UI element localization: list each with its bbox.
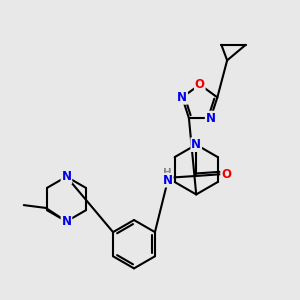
Text: N: N: [61, 215, 71, 228]
Text: N: N: [177, 91, 187, 104]
Text: O: O: [195, 78, 205, 91]
Text: N: N: [206, 112, 216, 124]
Text: N: N: [163, 174, 173, 187]
Text: N: N: [191, 138, 201, 151]
Text: O: O: [221, 168, 231, 181]
Text: H: H: [164, 168, 172, 178]
Text: N: N: [61, 170, 71, 183]
